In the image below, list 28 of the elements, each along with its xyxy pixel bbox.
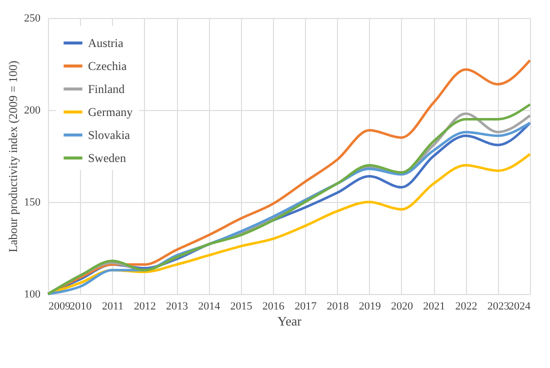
x-tick-label: 2016 [262, 300, 285, 312]
x-tick-label: 2014 [198, 300, 221, 312]
x-tick-label: 2021 [423, 300, 446, 312]
y-tick-label: 200 [24, 104, 41, 116]
legend-label: Slovakia [88, 128, 131, 142]
x-tick-label: 2020 [390, 300, 414, 312]
legend-label: Finland [88, 82, 125, 96]
x-tick-label: 2018 [326, 300, 350, 312]
legend-label: Austria [88, 36, 124, 50]
legend-label: Germany [88, 105, 133, 119]
x-tick-label: 2023 [487, 300, 510, 312]
x-tick-label: 2024 [508, 300, 531, 312]
x-axis-title: Year [278, 314, 302, 328]
x-tick-label: 2009 [48, 300, 71, 312]
y-tick-label: 100 [24, 288, 41, 300]
x-tick-label: 2011 [102, 300, 124, 312]
y-tick-label: 150 [24, 196, 41, 208]
x-tick-label: 2012 [134, 300, 156, 312]
x-tick-label: 2013 [166, 300, 189, 312]
x-tick-label: 2015 [230, 300, 253, 312]
x-tick-label: 2022 [455, 300, 478, 312]
x-tick-label: 2019 [358, 300, 382, 312]
legend-label: Czechia [88, 59, 128, 73]
x-tick-label: 2017 [294, 300, 318, 312]
y-tick-label: 250 [24, 12, 41, 24]
y-axis-title: Labour productivity index (2009 = 100) [6, 60, 20, 252]
legend-label: Sweden [88, 151, 126, 165]
x-tick-label: 2010 [70, 300, 92, 312]
